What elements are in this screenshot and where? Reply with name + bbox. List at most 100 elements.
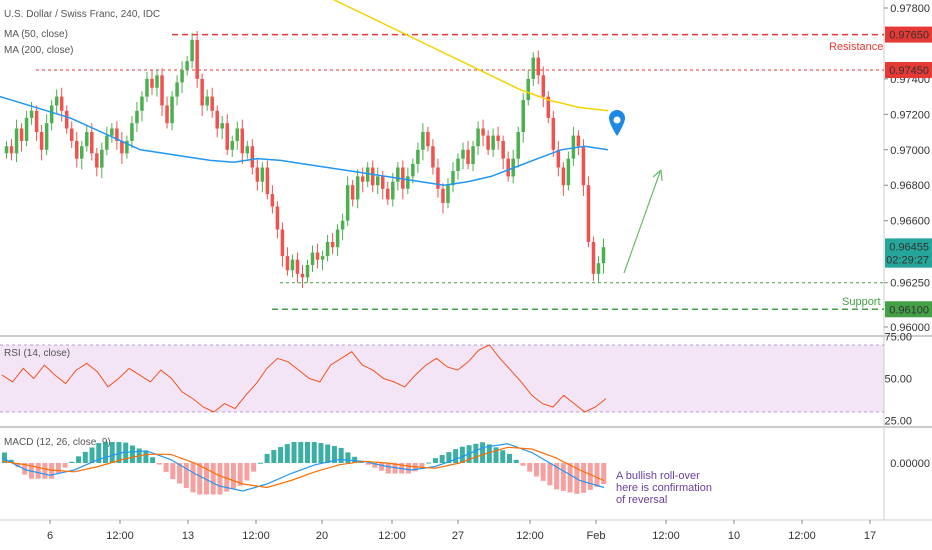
histogram-bar <box>601 463 607 484</box>
histogram-bar <box>446 452 452 463</box>
candle <box>506 151 510 182</box>
candle-body <box>541 75 546 97</box>
candle <box>64 105 69 134</box>
candle-body <box>290 259 295 271</box>
candle-body <box>401 167 405 189</box>
histogram-bar <box>257 462 263 464</box>
time-tick-label: 12:00 <box>652 530 680 542</box>
time-tick-label: 27 <box>452 530 464 542</box>
candle-body <box>411 163 415 177</box>
candle-body <box>315 252 320 260</box>
histogram-bar <box>116 442 122 463</box>
candle <box>245 140 250 159</box>
histogram-bar <box>156 463 162 465</box>
ma50-legend: MA (50, close) <box>4 29 68 40</box>
histogram-bar <box>143 451 149 463</box>
histogram-bar <box>163 463 169 472</box>
candle-body <box>205 96 209 106</box>
price-tick-label: 0.96250 <box>890 278 930 290</box>
price-tick-label: 0.97800 <box>890 3 930 15</box>
time-axis[interactable]: 6 12:00 13 12:00 20 12:00 27 12:00 Feb 12:00 10 12:… <box>47 520 876 542</box>
candle-body <box>140 96 144 111</box>
candle <box>120 132 124 164</box>
candle-body <box>476 128 480 147</box>
candle <box>391 172 395 207</box>
candle-body <box>466 149 470 164</box>
candle <box>185 55 189 76</box>
annotation-line: here is confirmation <box>616 482 712 494</box>
macd-histogram <box>2 442 607 495</box>
map-pin-icon[interactable] <box>609 110 625 136</box>
histogram-bar <box>432 458 438 463</box>
candle-body <box>370 167 375 186</box>
histogram-bar <box>15 463 21 468</box>
candle-body <box>546 96 551 118</box>
histogram-bar <box>486 444 492 463</box>
histogram-bar <box>419 463 425 467</box>
histogram-bar <box>204 463 209 495</box>
candle-body <box>375 176 380 186</box>
histogram-bar <box>507 453 512 463</box>
candle-body <box>451 171 455 186</box>
candle <box>95 148 99 177</box>
candle-body <box>345 185 350 221</box>
candle-body <box>200 78 204 106</box>
candle-body <box>150 78 154 88</box>
time-tick-label: 13 <box>182 530 194 542</box>
candle-body <box>240 128 245 154</box>
histogram-bar <box>49 463 55 479</box>
candle <box>581 139 586 196</box>
histogram-bar <box>150 457 156 463</box>
candle <box>481 119 485 147</box>
histogram-bar <box>594 463 600 487</box>
candle-body <box>245 146 250 154</box>
candle-body <box>561 167 566 186</box>
histogram-bar <box>325 444 331 463</box>
candle-body <box>100 149 104 168</box>
candle-body <box>29 110 34 118</box>
histogram-bar <box>385 463 391 474</box>
candle-body <box>300 273 305 278</box>
candle-body <box>80 146 84 159</box>
candle <box>411 158 415 184</box>
candle-body <box>185 61 189 71</box>
candle-body <box>14 128 19 154</box>
candle <box>250 139 255 175</box>
candle <box>310 245 315 273</box>
histogram-bar <box>406 463 411 474</box>
candle <box>586 176 591 248</box>
histogram-bar <box>338 447 344 463</box>
candle-body <box>195 39 199 79</box>
candle-body <box>170 96 174 124</box>
candle-body <box>230 140 235 150</box>
candle <box>496 126 500 150</box>
candle <box>551 110 556 157</box>
indicator-axes: 75.00 50.00 25.00 0.00000 <box>884 332 930 470</box>
candle <box>205 89 209 111</box>
candle-body <box>436 167 440 189</box>
candle <box>125 135 129 159</box>
candle <box>155 70 159 97</box>
candle <box>165 96 169 129</box>
price-axis[interactable]: 0.978000.974000.972000.970000.968000.966… <box>884 3 930 334</box>
candle <box>591 236 596 281</box>
candle-body <box>130 123 134 141</box>
histogram-bar <box>55 463 61 474</box>
candle <box>240 119 245 164</box>
candle-body <box>431 146 435 168</box>
candle <box>225 114 229 156</box>
candle <box>406 167 410 195</box>
price-tag <box>885 62 932 79</box>
histogram-bar <box>69 461 75 463</box>
candle-body <box>481 128 485 136</box>
candle <box>456 153 460 180</box>
candle <box>170 91 174 131</box>
histogram-bar <box>82 451 88 463</box>
time-tick-label: 12:00 <box>242 530 270 542</box>
candle-body <box>270 194 275 207</box>
price-tick-label: 0.96000 <box>890 322 930 334</box>
histogram-bar <box>311 442 317 463</box>
candle-body <box>516 132 520 159</box>
candle <box>275 201 280 239</box>
